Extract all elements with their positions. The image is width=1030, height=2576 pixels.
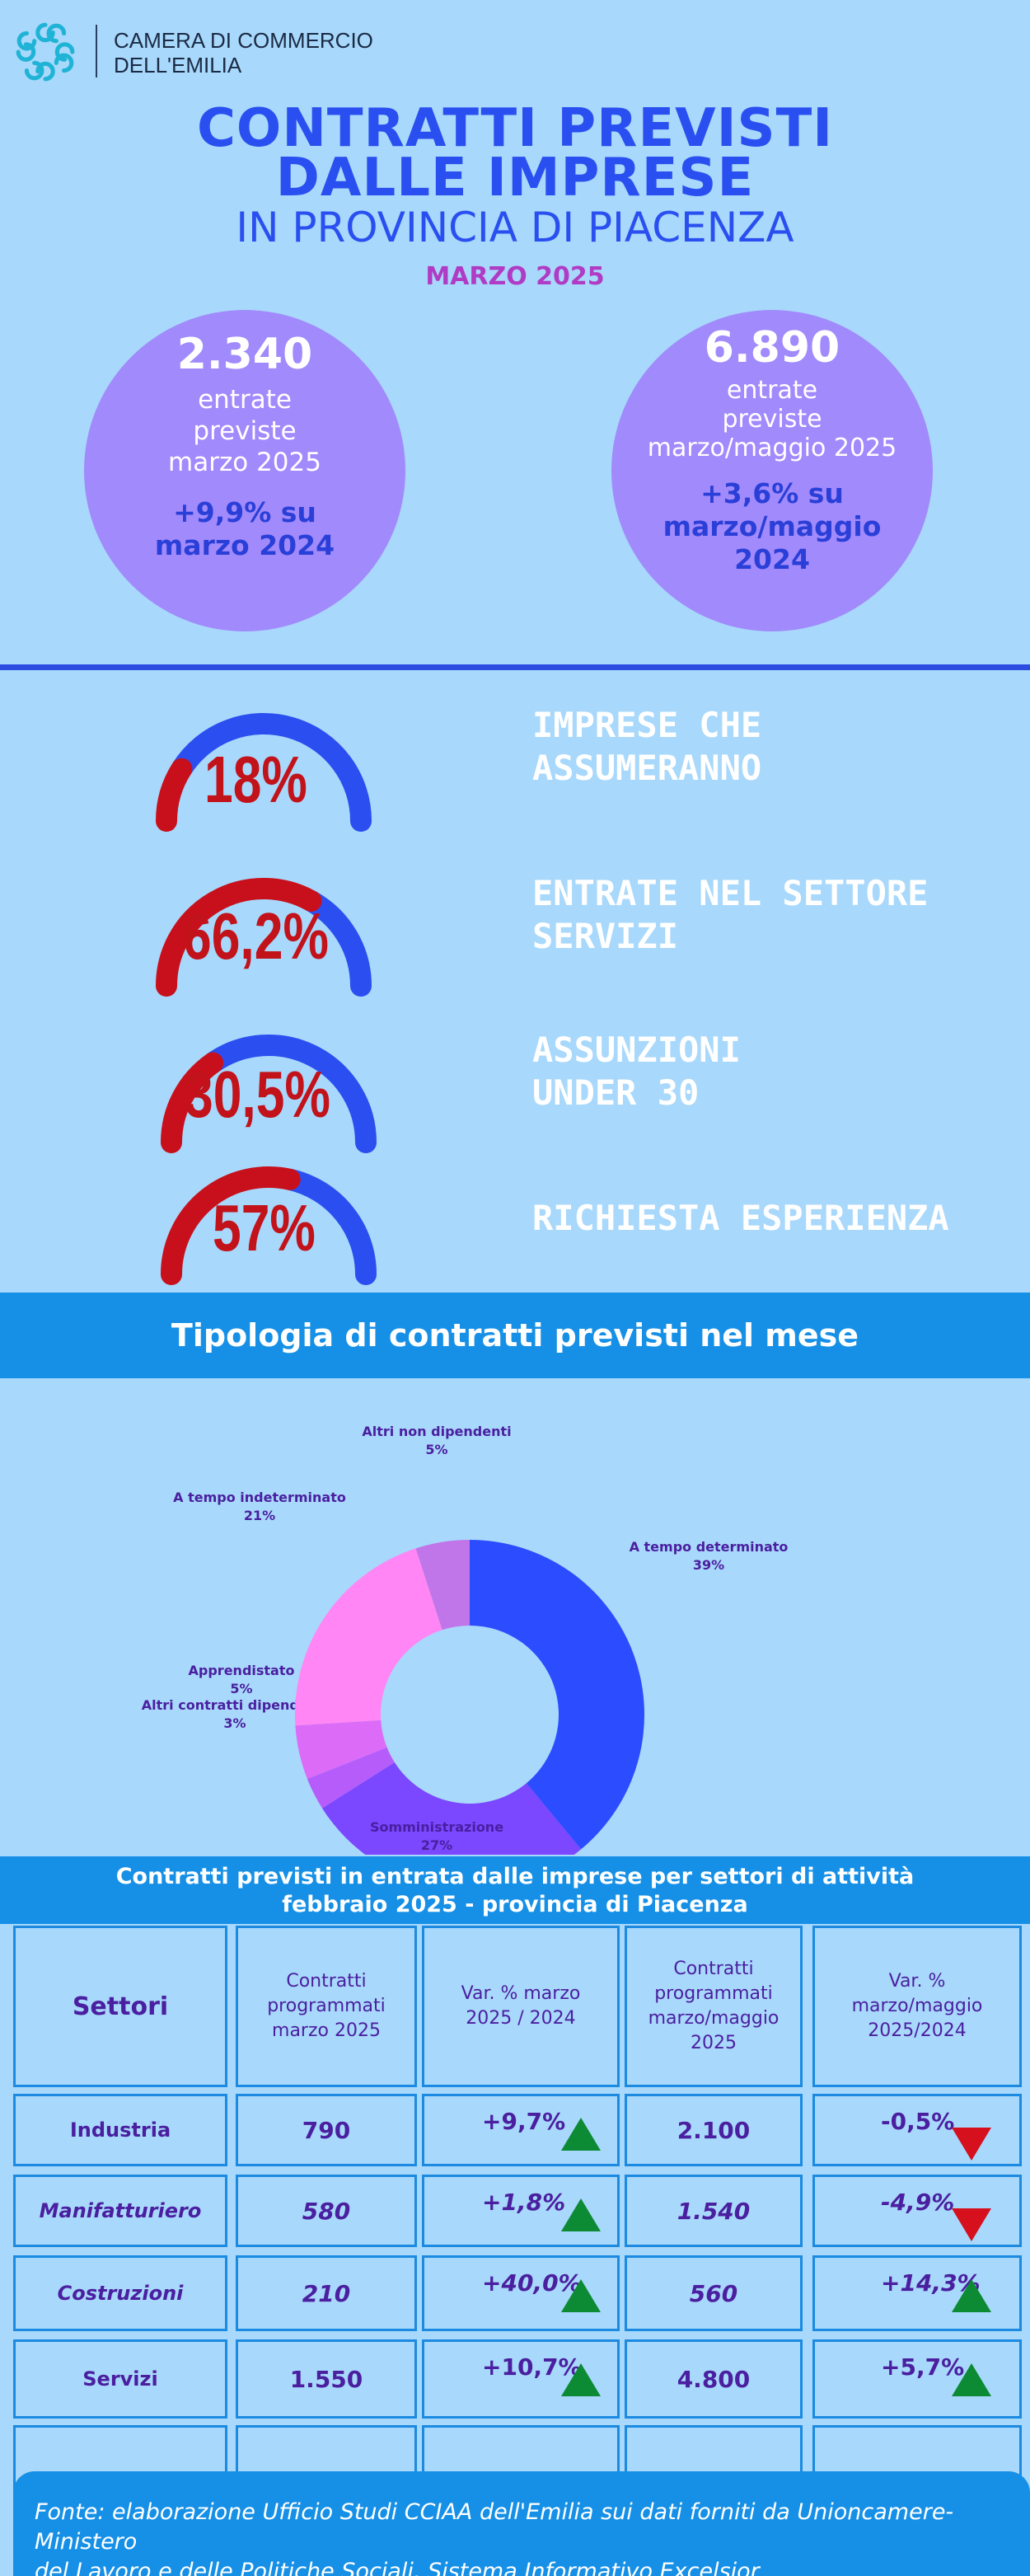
kpi-number: 6.890 <box>704 323 840 373</box>
donut-slice-label: A tempo indeterminato <box>173 1490 346 1505</box>
donut-slice <box>295 1720 387 1780</box>
donut-slice-label: A tempo determinato <box>630 1539 789 1555</box>
donut-slice-label: Altri non dipendenti <box>362 1424 511 1439</box>
kpi-label: entrate previste marzo/maggio 2025 <box>647 376 897 462</box>
table-row-sector: Costruzioni <box>13 2255 227 2331</box>
trend-down-icon <box>952 2128 991 2161</box>
table-header-cell: Var. % marzo 2025 / 2024 <box>422 1926 620 2087</box>
kpi-circle-march: 2.340 entrate previste marzo 2025 +9,9% … <box>84 310 405 631</box>
gauge-value: 57% <box>213 1191 316 1265</box>
reference-month: MARZO 2025 <box>425 262 605 291</box>
donut-slice <box>415 1540 470 1631</box>
donut-slice <box>295 1548 442 1726</box>
donut-slice-value: 39% <box>693 1557 724 1573</box>
gauge-value: 30,5% <box>185 1058 330 1131</box>
kpi-label: entrate previste marzo 2025 <box>168 385 321 477</box>
table-cell: +1,8% <box>422 2175 620 2247</box>
table-cell: 4.800 <box>625 2339 803 2419</box>
gauge-richiesta-esperienza <box>161 1166 377 1285</box>
donut-slice <box>322 1762 582 1855</box>
donut-slice-value: 3% <box>223 1715 246 1731</box>
table-cell: -0,5% <box>812 2094 1022 2166</box>
gauge-remaining-arc <box>279 1168 377 1285</box>
trend-down-icon <box>952 2208 991 2241</box>
table-cell: 580 <box>236 2175 417 2247</box>
trend-up-icon <box>952 2363 991 2396</box>
trend-up-icon <box>561 2279 601 2312</box>
donut-slice-value: 5% <box>425 1442 447 1457</box>
donut-slice-value: 27% <box>421 1837 452 1853</box>
page-title-line1: CONTRATTI PREVISTI <box>196 98 834 159</box>
kpi-number: 2.340 <box>176 330 313 379</box>
gauge-label: ASSUNZIONI UNDER 30 <box>532 1030 741 1113</box>
trend-up-icon <box>952 2279 991 2312</box>
gauge-assunzioni-under30 <box>161 1035 377 1153</box>
gauge-remaining-arc <box>202 1035 377 1153</box>
trend-up-icon <box>561 2118 601 2151</box>
gauge-value: 18% <box>204 743 307 816</box>
trend-up-icon <box>561 2198 601 2231</box>
table-header-cell: Var. % marzo/maggio 2025/2024 <box>812 1926 1022 2087</box>
gauge-filled-arc <box>156 758 193 832</box>
table-cell: 210 <box>236 2255 417 2331</box>
page-title-line2: DALLE IMPRESE <box>275 148 755 209</box>
gauge-remaining-arc <box>171 713 372 832</box>
trend-up-icon <box>561 2363 601 2396</box>
table-cell: +10,7% <box>422 2339 620 2419</box>
donut-slice <box>307 1747 395 1809</box>
page-subtitle: IN PROVINCIA DI PIACENZA <box>236 204 794 251</box>
gauge-label: ENTRATE NEL SETTORE SERVIZI <box>532 873 929 956</box>
table-cell: +14,3% <box>812 2255 1022 2331</box>
table-header-cell: Contratti programmati marzo/maggio 2025 <box>625 1926 803 2087</box>
chamber-logo-icon <box>16 22 75 82</box>
donut-slice-label: Altri contratti dipendenti <box>142 1697 328 1713</box>
organization-name: CAMERA DI COMMERCIO DELL'EMILIA <box>114 28 373 77</box>
contracts-section-banner: Tipologia di contratti previsti nel mese <box>0 1293 1030 1378</box>
table-cell: +9,7% <box>422 2094 620 2166</box>
gauge-entrate-servizi <box>156 878 372 997</box>
donut-slice-label: Somministrazione <box>370 1819 503 1835</box>
donut-slice-label: Apprendistato <box>189 1663 295 1678</box>
source-footer: Fonte: elaborazione Ufficio Studi CCIAA … <box>13 2471 1030 2576</box>
donut-slice-value: 5% <box>230 1681 252 1696</box>
table-cell: +40,0% <box>422 2255 620 2331</box>
table-title: Contratti previsti in entrata dalle impr… <box>0 1856 1030 1924</box>
section-divider <box>0 664 1030 670</box>
table-cell: 790 <box>236 2094 417 2166</box>
gauge-label: IMPRESE CHE ASSUMERANNO <box>532 705 762 788</box>
kpi-variation: +9,9% su marzo 2024 <box>154 496 335 561</box>
table-row-sector: Industria <box>13 2094 227 2166</box>
table-header-cell: Settori <box>13 1926 227 2087</box>
table-cell: 1.550 <box>236 2339 417 2419</box>
gauge-filled-arc <box>156 878 322 997</box>
kpi-circle-march-may: 6.890 entrate previste marzo/maggio 2025… <box>611 310 933 631</box>
gauge-imprese-assumeranno <box>156 713 372 832</box>
gauge-label: RICHIESTA ESPERIENZA <box>532 1198 949 1238</box>
table-row-sector: Servizi <box>13 2339 227 2419</box>
contract-type-donut-chart: A tempo determinato 39% Somministrazione 27… <box>142 1424 789 1855</box>
table-cell: +5,7% <box>812 2339 1022 2419</box>
logo-divider <box>96 25 97 77</box>
table-cell: 560 <box>625 2255 803 2331</box>
gauge-remaining-arc <box>300 889 372 997</box>
table-row-sector: Manifatturiero <box>13 2175 227 2247</box>
table-cell: 2.100 <box>625 2094 803 2166</box>
gauge-filled-arc <box>161 1052 224 1153</box>
table-header-cell: Contratti programmati marzo 2025 <box>236 1926 417 2087</box>
gauge-filled-arc <box>161 1166 301 1285</box>
table-cell: 1.540 <box>625 2175 803 2247</box>
kpi-variation: +3,6% su marzo/maggio 2024 <box>662 477 882 575</box>
table-cell: -4,9% <box>812 2175 1022 2247</box>
donut-slice-value: 21% <box>244 1508 275 1523</box>
donut-slice <box>470 1540 645 1850</box>
gauge-value: 66,2% <box>183 899 329 973</box>
